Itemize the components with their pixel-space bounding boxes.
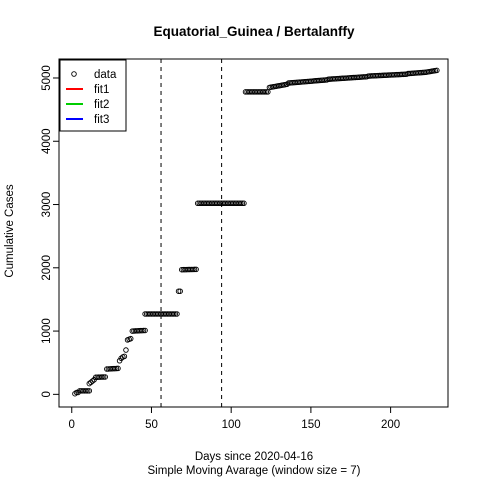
data-point (263, 89, 270, 95)
y-tick-label: 5000 (41, 65, 53, 91)
data-point (115, 365, 121, 372)
data-point (177, 288, 183, 294)
data-point (121, 353, 128, 360)
y-tick-label: 3000 (41, 192, 53, 218)
x-tick-label: 50 (145, 419, 158, 431)
y-tick-label: 0 (41, 391, 53, 397)
data-point (100, 374, 107, 380)
y-tick-label: 2000 (41, 255, 53, 281)
data-point (190, 266, 196, 273)
data-point (241, 200, 247, 207)
data-point (174, 311, 180, 317)
data-point (193, 266, 199, 273)
data-point (123, 347, 129, 353)
y-tick-label: 4000 (41, 128, 53, 154)
data-point (127, 335, 134, 342)
x-tick-label: 100 (222, 419, 241, 431)
data-point (73, 389, 80, 396)
x-tick-label: 0 (69, 419, 75, 431)
legend-label: data (94, 69, 117, 81)
x-axis-label: Days since 2020-04-16 (195, 451, 313, 463)
legend-symbol (71, 71, 77, 77)
chart-subtitle: Simple Moving Avarage (window size = 7) (148, 465, 361, 477)
data-point (72, 390, 78, 397)
data-point (83, 388, 89, 394)
y-axis-label: Cumulative Cases (4, 184, 16, 278)
data-point (102, 374, 108, 380)
data-point (89, 378, 96, 384)
data-point (175, 288, 182, 294)
legend-label: fit2 (94, 99, 109, 111)
data-point (261, 89, 268, 95)
legend-label: fit1 (94, 84, 109, 96)
chart-title: Equatorial_Guinea / Bertalanffy (153, 24, 355, 39)
plot-frame (58, 58, 449, 408)
x-tick-label: 200 (381, 419, 400, 431)
data-point (86, 388, 93, 394)
data-point (75, 389, 81, 396)
data-point (99, 374, 105, 380)
data-point (237, 200, 244, 207)
data-point (142, 327, 148, 334)
data-point (171, 311, 177, 317)
data-point (284, 81, 290, 88)
legend-label: fit3 (94, 114, 109, 126)
data-point (239, 200, 246, 207)
data-point (434, 67, 440, 74)
data-point (191, 266, 198, 273)
y-tick-label: 1000 (41, 318, 53, 344)
x-tick-label: 150 (301, 419, 320, 431)
data-point (84, 388, 91, 394)
data-point (172, 311, 179, 317)
